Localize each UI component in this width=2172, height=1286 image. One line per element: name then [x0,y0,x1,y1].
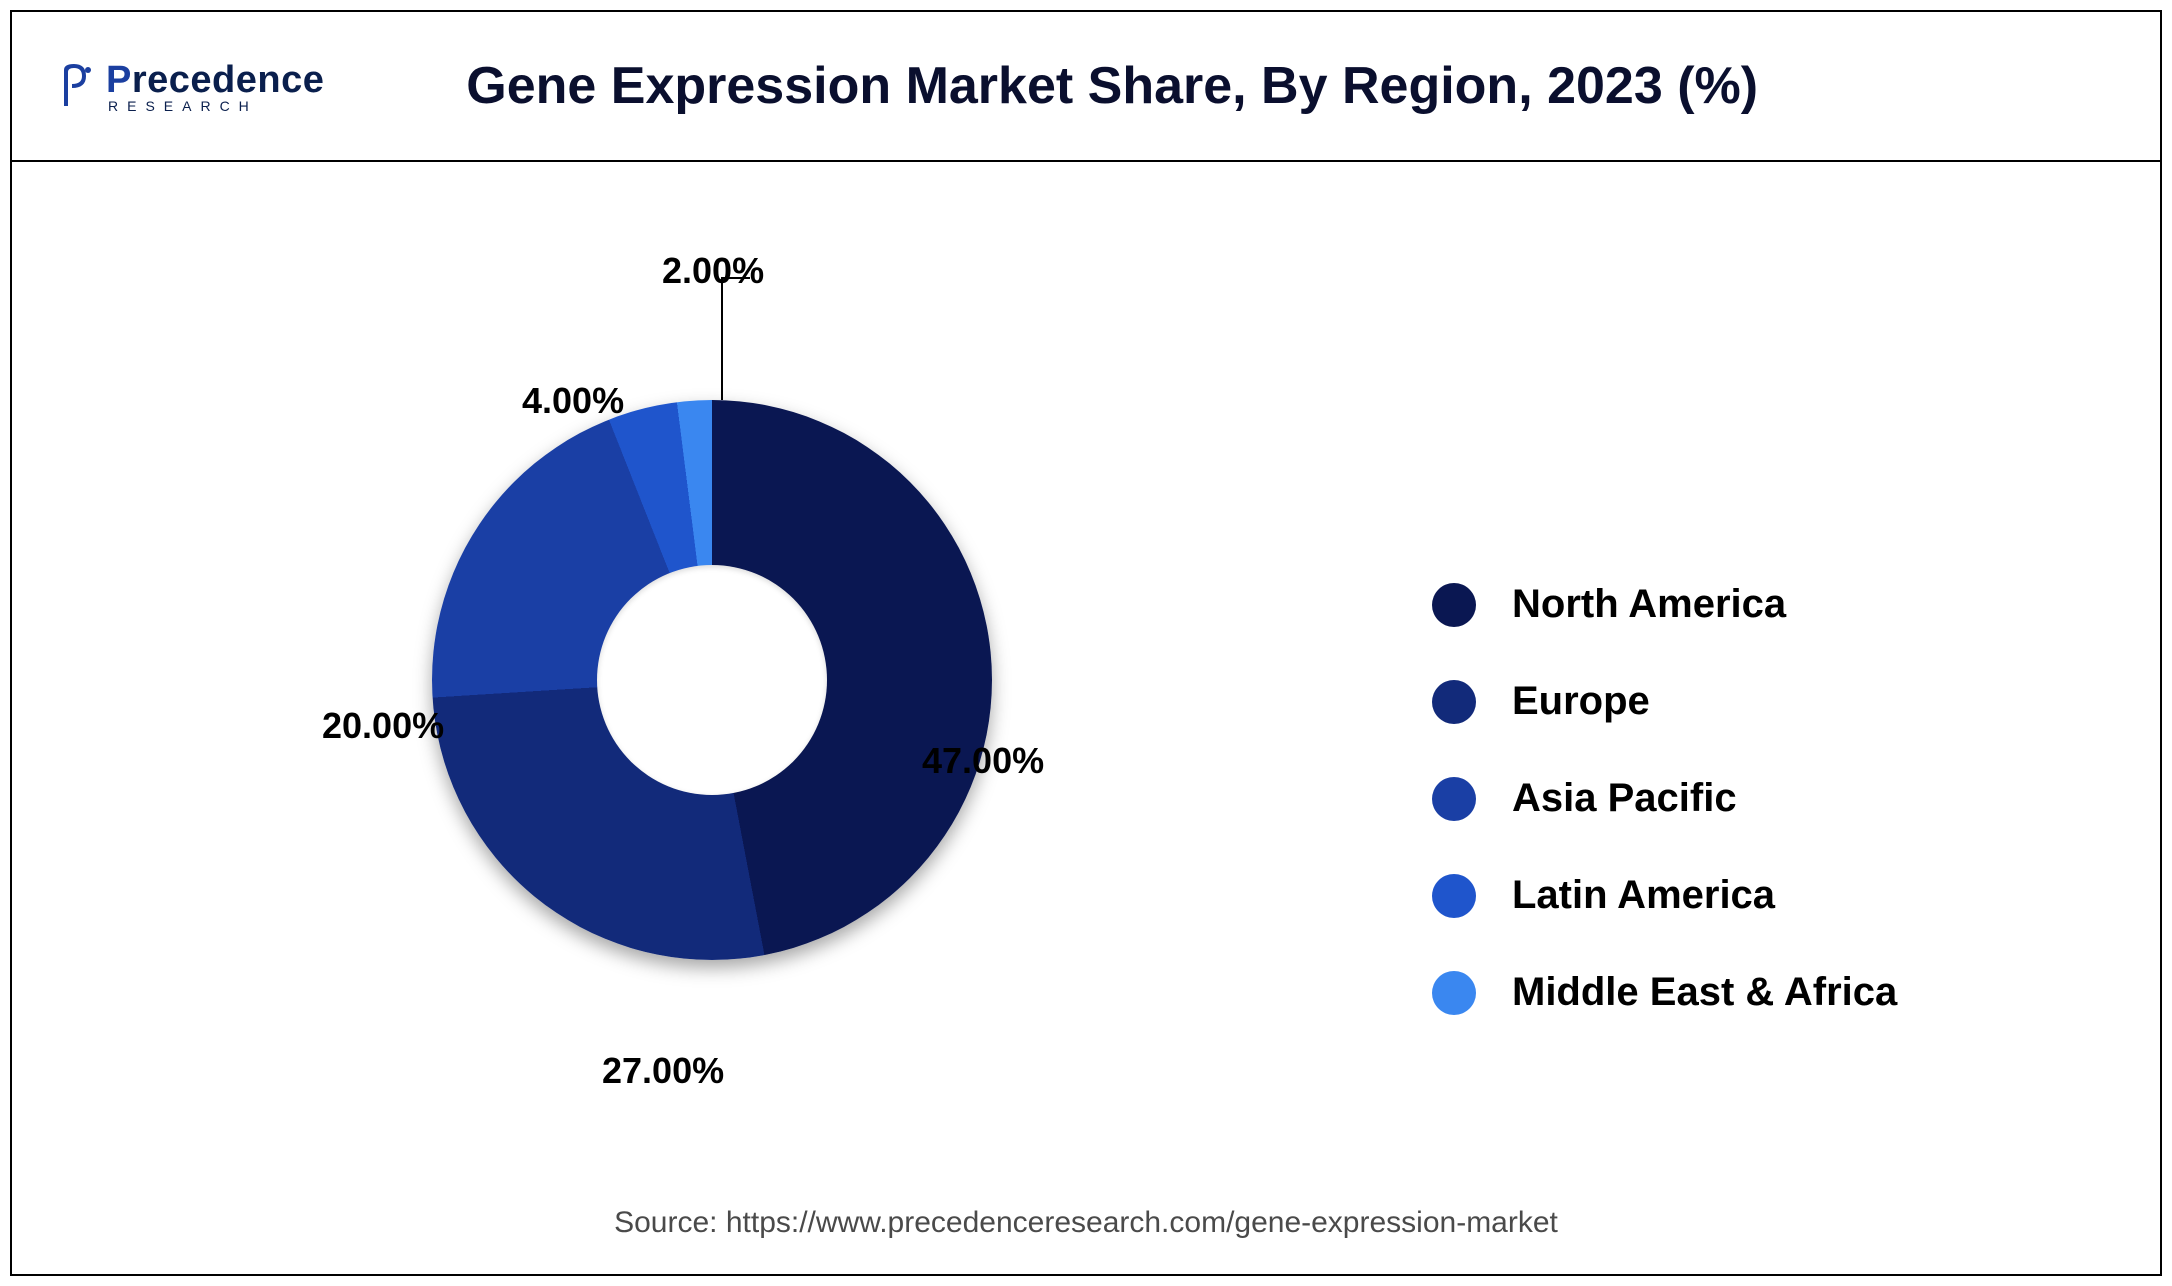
logo-accent-letter: P [106,59,132,101]
leader-lines [272,240,1152,1120]
slice-value-north-america: 47.00% [922,740,1044,782]
logo-rest: recedence [132,59,325,101]
chart-title: Gene Expression Market Share, By Region,… [324,56,2120,116]
legend-item-europe: Europe [1432,679,1897,724]
leader-line [722,278,750,400]
source-line: Source: https://www.precedenceresearch.c… [12,1178,2160,1274]
chart-body: 47.00% 27.00% 20.00% 4.00% 2.00% North A… [12,162,2160,1178]
legend-dot-icon [1432,680,1476,724]
legend-item-middle-east-africa: Middle East & Africa [1432,970,1897,1015]
legend: North America Europe Asia Pacific Latin … [1432,582,1897,1015]
header: Precedence RESEARCH Gene Expression Mark… [12,12,2160,162]
slice-value-asia-pacific: 20.00% [322,705,444,747]
legend-dot-icon [1432,874,1476,918]
legend-item-asia-pacific: Asia Pacific [1432,776,1897,821]
chart-frame: Precedence RESEARCH Gene Expression Mark… [10,10,2162,1276]
legend-dot-icon [1432,777,1476,821]
legend-dot-icon [1432,583,1476,627]
slice-value-latin-america: 4.00% [522,380,624,422]
logo-text-block: Precedence RESEARCH [106,59,324,114]
slice-value-europe: 27.00% [602,1050,724,1092]
legend-label: Middle East & Africa [1512,970,1897,1015]
legend-item-north-america: North America [1432,582,1897,627]
legend-dot-icon [1432,971,1476,1015]
logo-brand: Precedence [106,59,324,102]
logo-mark-icon [52,62,100,110]
legend-item-latin-america: Latin America [1432,873,1897,918]
legend-label: Latin America [1512,873,1775,918]
logo: Precedence RESEARCH [52,59,324,114]
legend-label: Asia Pacific [1512,776,1737,821]
legend-label: North America [1512,582,1786,627]
donut-chart: 47.00% 27.00% 20.00% 4.00% 2.00% [272,240,1152,1120]
slice-value-middle-east-africa: 2.00% [662,250,764,292]
legend-label: Europe [1512,679,1650,724]
